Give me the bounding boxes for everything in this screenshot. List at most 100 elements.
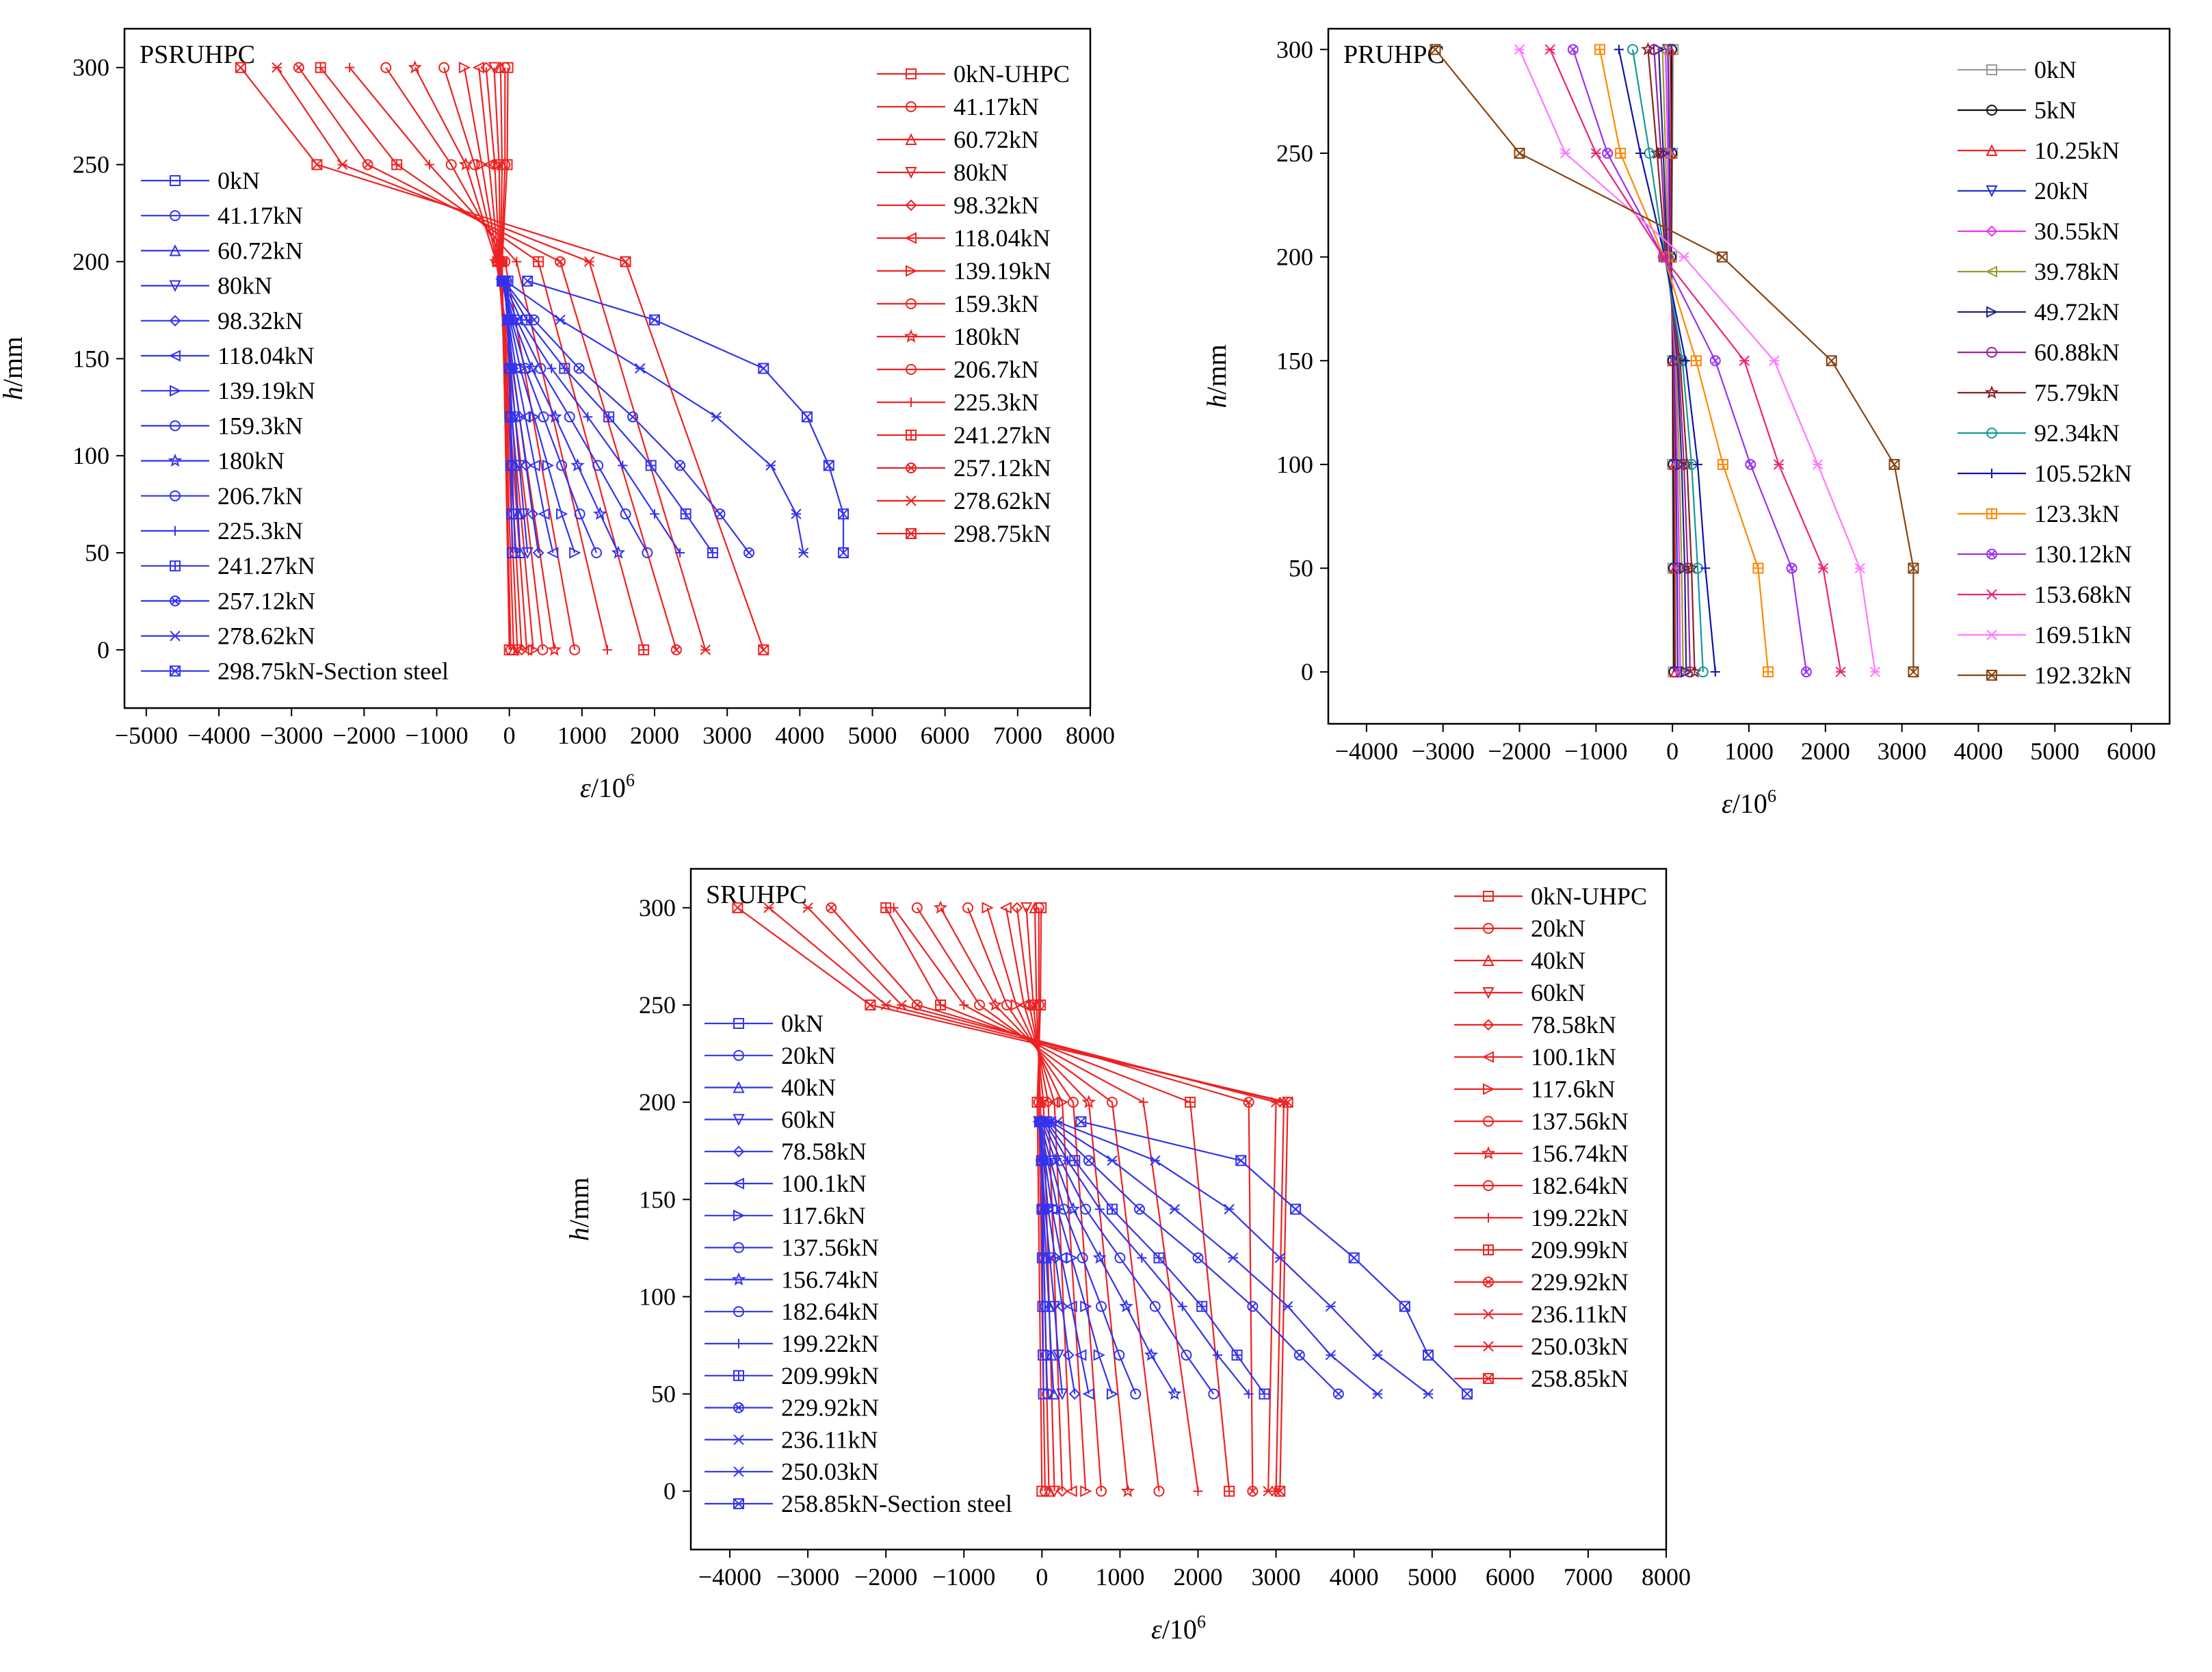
data-point [1020,902,1033,915]
legend-label: 0kN-UHPC [953,60,1070,88]
data-point [1096,1301,1107,1312]
data-point [1058,1203,1070,1215]
x-tick-label: −1000 [405,722,468,749]
data-point [1908,562,1919,574]
data-point [362,159,373,170]
data-point [512,257,522,267]
data-point [865,1000,876,1010]
data-point [506,547,518,559]
data-point [1559,148,1571,159]
legend-label: 236.11kN [781,1426,878,1453]
y-tick-label: 50 [651,1381,676,1408]
data-point [1615,147,1627,159]
data-point [1027,1000,1040,1012]
data-point [1067,1097,1079,1108]
legend-marker [170,384,182,397]
legend-marker [1986,549,1998,560]
data-point [1038,1388,1049,1400]
data-point [518,508,530,521]
legend-marker [169,280,181,292]
legend-label: 40kN [781,1074,836,1101]
data-point [458,157,473,171]
legend-label: 130.12kN [2034,540,2132,568]
legend-label: 20kN [1531,915,1585,942]
data-point [1042,1388,1053,1400]
data-point [569,547,581,559]
data-point [1826,355,1837,367]
data-point [1056,1388,1068,1400]
legend-marker [170,490,181,501]
x-tick-label: 6000 [2107,737,2156,765]
legend-marker [1986,347,1997,358]
data-point [1114,1252,1126,1264]
data-point [823,460,834,471]
legend-marker [170,560,181,572]
data-point [1348,1252,1360,1264]
data-point [1423,1388,1434,1400]
data-point [592,460,604,471]
data-point [1177,1301,1187,1311]
data-point [1739,355,1750,366]
data-point [1594,44,1605,55]
legend-marker [906,528,917,539]
data-point [1052,1116,1063,1127]
legend-marker [734,1339,743,1348]
data-point [765,460,776,471]
data-point [1066,1201,1081,1216]
data-point [826,902,837,913]
legend-label: 139.19kN [218,377,315,404]
legend-marker [168,453,183,467]
legend-marker [905,199,917,211]
data-point [1514,44,1525,55]
data-point [627,411,639,423]
data-point [1065,1301,1077,1313]
legend-marker [1986,225,1998,237]
data-point [1773,459,1785,470]
legend-marker [1483,1341,1494,1352]
data-point [1130,1388,1142,1400]
data-point [1138,1097,1148,1108]
x-axis-superscript: 6 [626,770,635,790]
y-tick-label: 0 [97,636,109,664]
series-line [1040,1121,1137,1395]
legend-label: 180kN [218,447,285,475]
legend-label: 98.32kN [953,192,1039,219]
data-point [1656,43,1668,55]
legend-marker [733,1049,744,1061]
series-line [319,67,645,651]
data-point [798,547,809,558]
data-point [1137,1253,1147,1263]
legend-label: 180kN [953,323,1021,350]
y-tick-label: 100 [73,442,109,469]
legend-label: 117.6kN [1531,1075,1616,1103]
series-group-uhpc: 0kN-UHPC 20kN 40kN 60kN 78.58kN 100.1kN 117.6k… [732,883,1647,1498]
data-point [1676,666,1689,678]
data-point [700,644,711,655]
series-line [1038,1121,1090,1394]
data-point [962,902,973,913]
data-point [520,644,533,656]
data-point [538,508,550,520]
legend-label: 241.27kN [953,421,1051,449]
legend-label: 20kN [2034,177,2089,205]
legend-label: 225.3kN [218,517,303,545]
data-point [1800,666,1812,678]
x-tick-label: 1000 [1095,1563,1144,1591]
data-point [1282,1097,1293,1108]
data-point [650,509,660,519]
series-line [940,907,1129,1491]
data-point [593,506,607,521]
legend-label: 236.11kN [1531,1301,1628,1328]
data-point [1057,1096,1069,1108]
series-line [966,907,1103,1491]
legend-marker [1482,987,1495,1000]
data-point [675,548,685,558]
y-tick-label: 150 [73,345,109,372]
data-point [514,546,527,559]
legend-label: 258.85kN-Section steel [781,1490,1012,1517]
data-point [472,62,485,74]
data-point [532,547,544,559]
legend-label: 80kN [218,272,272,300]
y-tick-label: 150 [639,1186,676,1213]
plot-frame [689,867,1668,1551]
